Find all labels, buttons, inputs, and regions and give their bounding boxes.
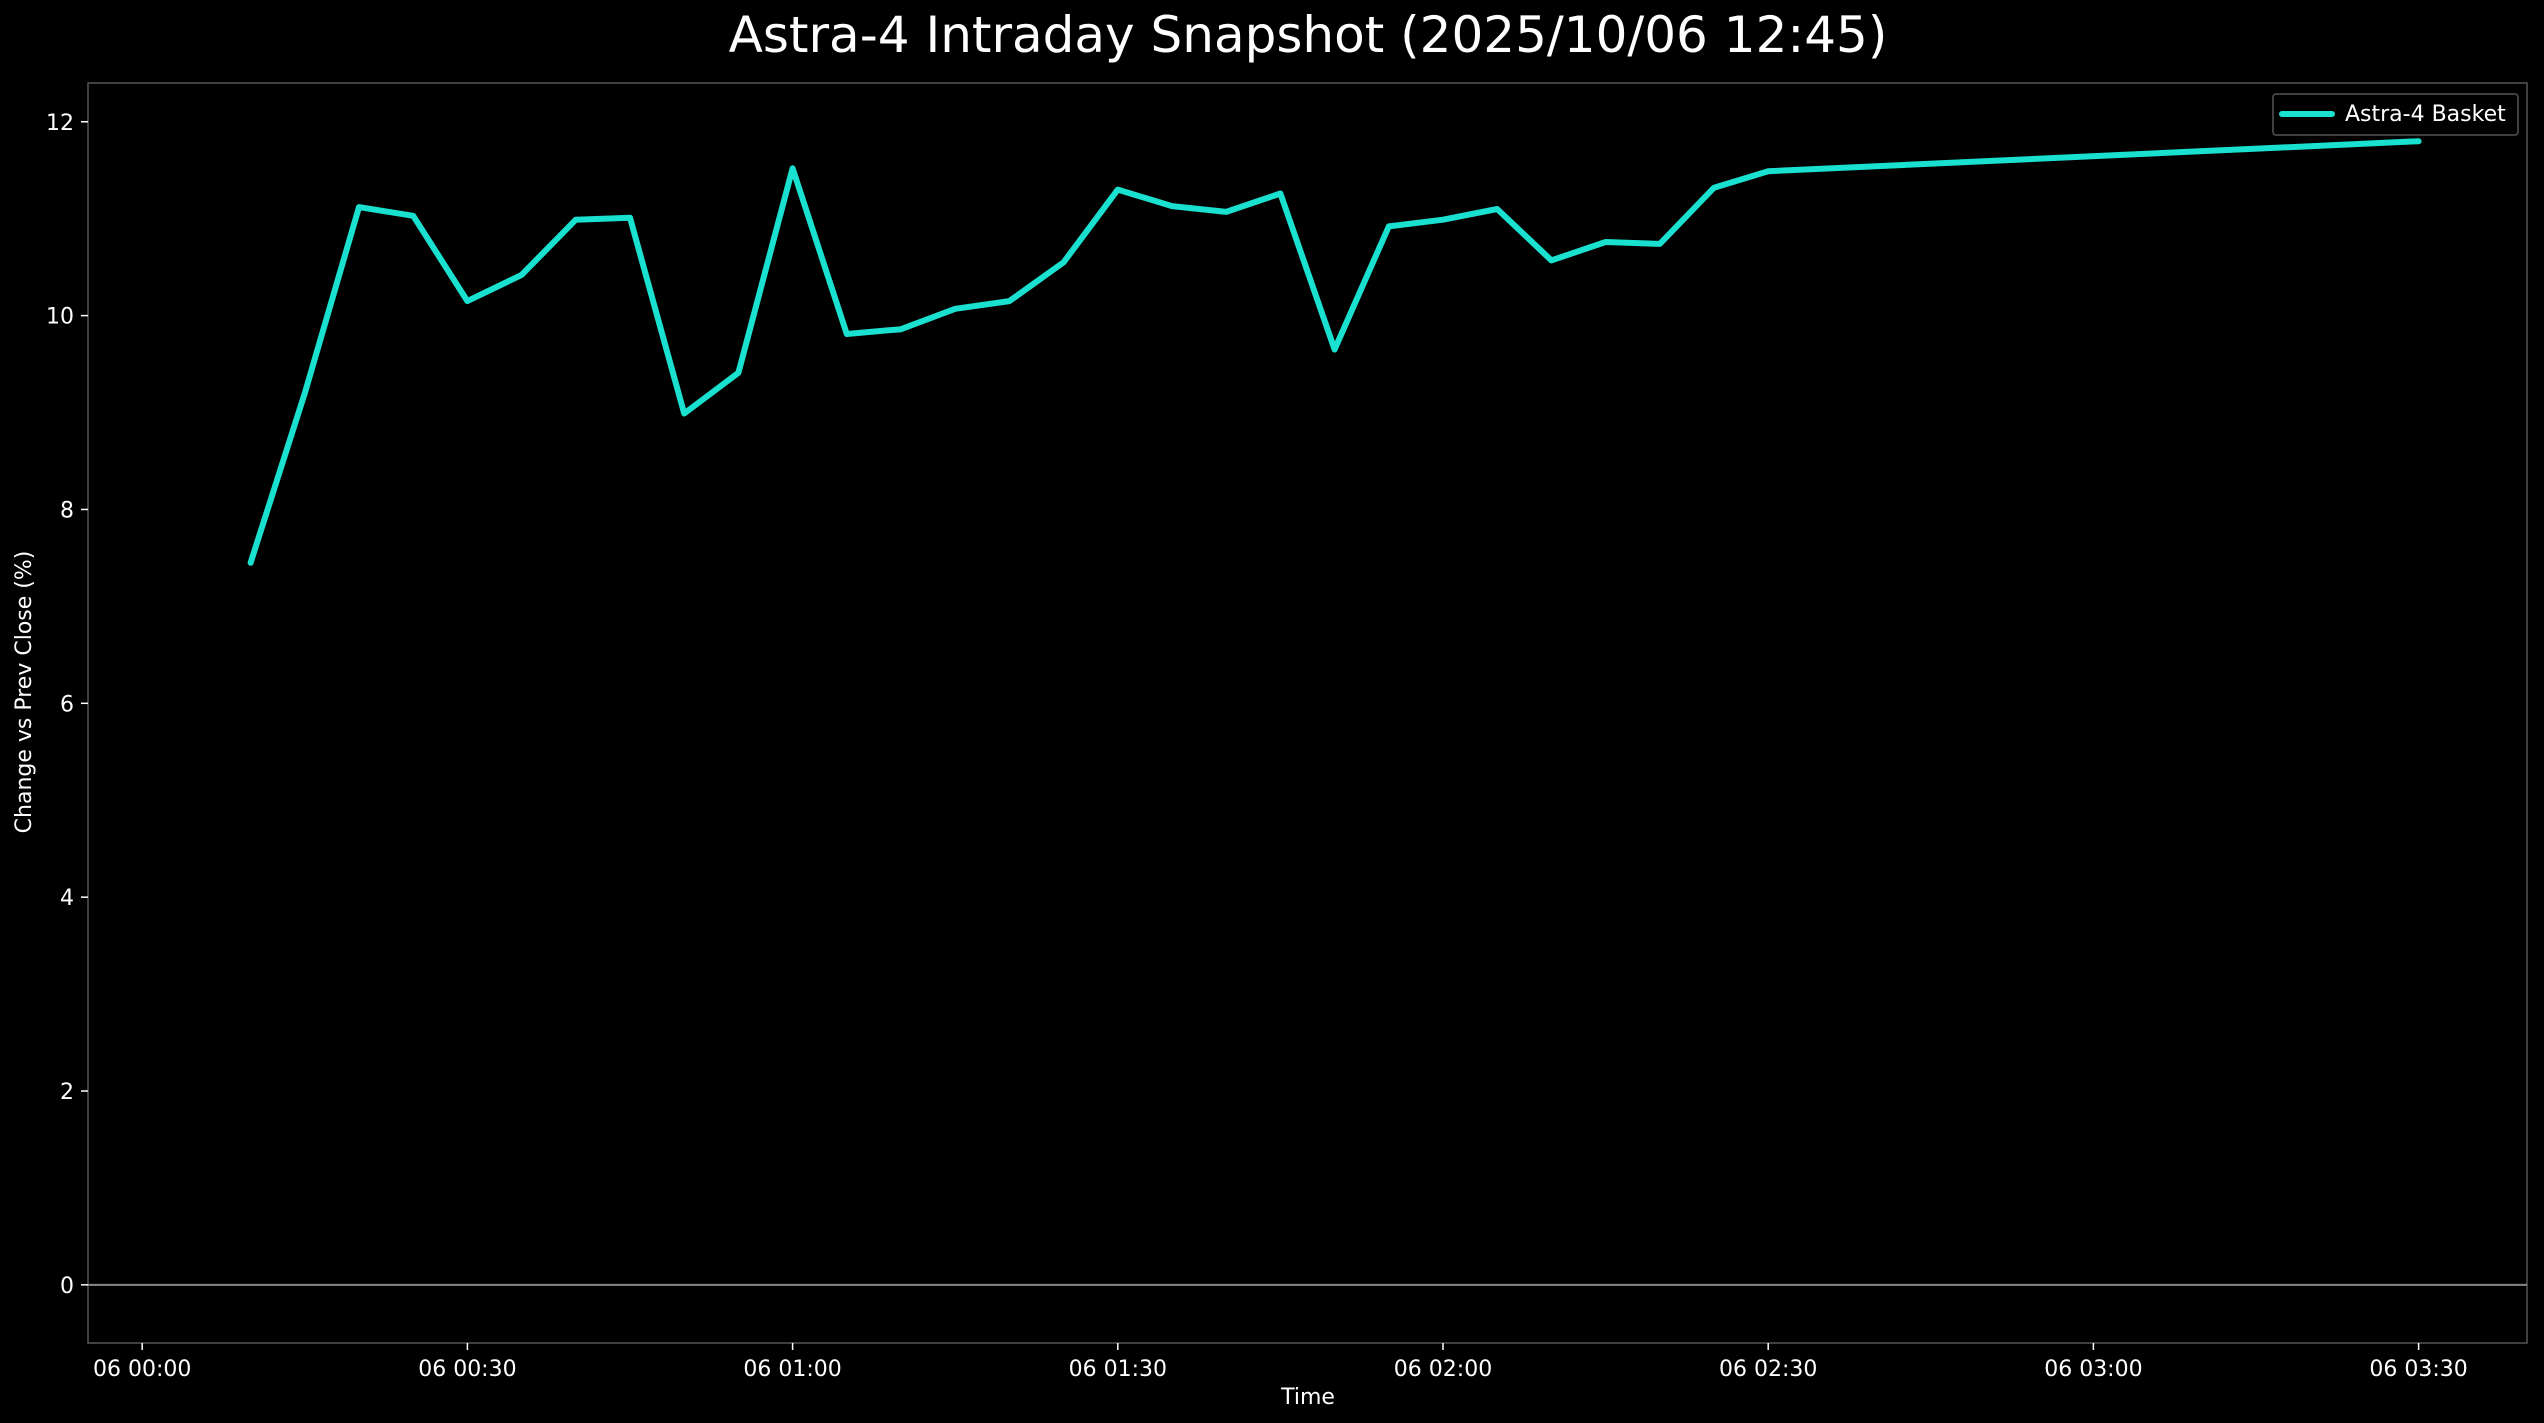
legend-frame xyxy=(2272,93,2519,136)
x-tick-label: 06 02:00 xyxy=(1394,1357,1492,1382)
y-tick-label: 8 xyxy=(60,498,74,523)
x-tick-label: 06 01:30 xyxy=(1069,1357,1167,1382)
x-tick-label: 06 00:30 xyxy=(418,1357,516,1382)
y-tick-label: 0 xyxy=(60,1274,74,1299)
x-tick-label: 06 03:00 xyxy=(2044,1357,2142,1382)
legend: Astra-4 Basket xyxy=(2272,93,2519,136)
x-tick-label: 06 03:30 xyxy=(2369,1357,2467,1382)
series-line-0 xyxy=(247,138,2422,566)
y-tick-label: 2 xyxy=(60,1080,74,1105)
y-tick-label: 12 xyxy=(46,111,74,136)
axes-frame xyxy=(87,82,2528,1344)
x-tick-label: 06 00:00 xyxy=(93,1357,191,1382)
chart-title: Astra-4 Intraday Snapshot (2025/10/06 12… xyxy=(729,6,1888,64)
plot-area: 0 2 4 6 8 10 12 06 00:00 06 00:30 06 01:00 06 01:3… xyxy=(46,82,2528,1382)
x-tick-label: 06 01:00 xyxy=(743,1357,841,1382)
x-tick-label: 06 02:30 xyxy=(1719,1357,1817,1382)
y-tick-label: 6 xyxy=(60,692,74,717)
y-tick-label: 10 xyxy=(46,305,74,330)
y-tick-label: 4 xyxy=(60,886,74,911)
y-axis-label: Change vs Prev Close (%) xyxy=(12,551,37,834)
legend-label: Astra-4 Basket xyxy=(2345,102,2506,127)
x-axis-label: Time xyxy=(1280,1385,1335,1410)
